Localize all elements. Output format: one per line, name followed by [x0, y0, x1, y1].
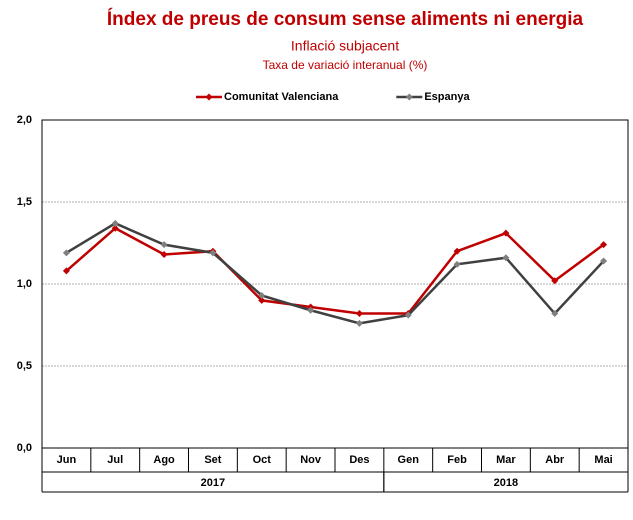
data-point — [355, 319, 363, 327]
group-label: 2018 — [494, 477, 518, 489]
series-line — [65, 221, 605, 325]
data-point — [453, 260, 461, 268]
data-point — [404, 311, 412, 319]
data-point — [209, 249, 217, 257]
y-tick-label: 1,0 — [17, 278, 32, 290]
x-tick-label: Abr — [545, 454, 565, 466]
x-tick-label: Set — [204, 454, 221, 466]
x-tick-label: Nov — [300, 454, 322, 466]
x-tick-label: Mai — [594, 454, 612, 466]
y-tick-label: 2,0 — [17, 114, 32, 126]
group-label: 2017 — [201, 477, 225, 489]
legend-label: Comunitat Valenciana — [224, 91, 339, 103]
data-point — [600, 241, 608, 249]
chart-subtitle: Inflació subjacent — [291, 38, 399, 54]
data-point — [62, 267, 70, 275]
x-tick-label: Oct — [253, 454, 272, 466]
legend-marker — [405, 93, 413, 101]
chart-title: Índex de preus de consum sense aliments … — [107, 8, 584, 30]
data-point — [111, 219, 119, 227]
data-point — [502, 254, 510, 262]
series-line — [65, 226, 605, 315]
data-point — [307, 306, 315, 314]
x-tick-label: Jun — [57, 454, 77, 466]
data-point — [111, 224, 119, 232]
data-point — [160, 241, 168, 249]
x-tick-label: Ago — [153, 454, 175, 466]
data-point — [551, 310, 559, 318]
y-tick-label: 1,5 — [17, 196, 32, 208]
data-point — [258, 291, 266, 299]
data-point — [355, 310, 363, 318]
x-tick-label: Gen — [398, 454, 420, 466]
y-axis-label: Taxa de variació interanual (%) — [263, 58, 428, 72]
legend-label: Espanya — [424, 91, 470, 103]
data-point — [160, 250, 168, 258]
data-point — [453, 247, 461, 255]
data-point — [258, 296, 266, 304]
x-tick-label: Feb — [447, 454, 467, 466]
data-point — [600, 257, 608, 265]
y-tick-label: 0,5 — [17, 360, 32, 372]
data-point — [62, 249, 70, 257]
x-tick-label: Des — [349, 454, 369, 466]
legend-marker — [205, 93, 213, 101]
x-tick-label: Jul — [107, 454, 123, 466]
x-tick-label: Mar — [496, 454, 516, 466]
y-tick-label: 0,0 — [17, 442, 32, 454]
data-point — [502, 229, 510, 237]
data-point — [551, 277, 559, 285]
